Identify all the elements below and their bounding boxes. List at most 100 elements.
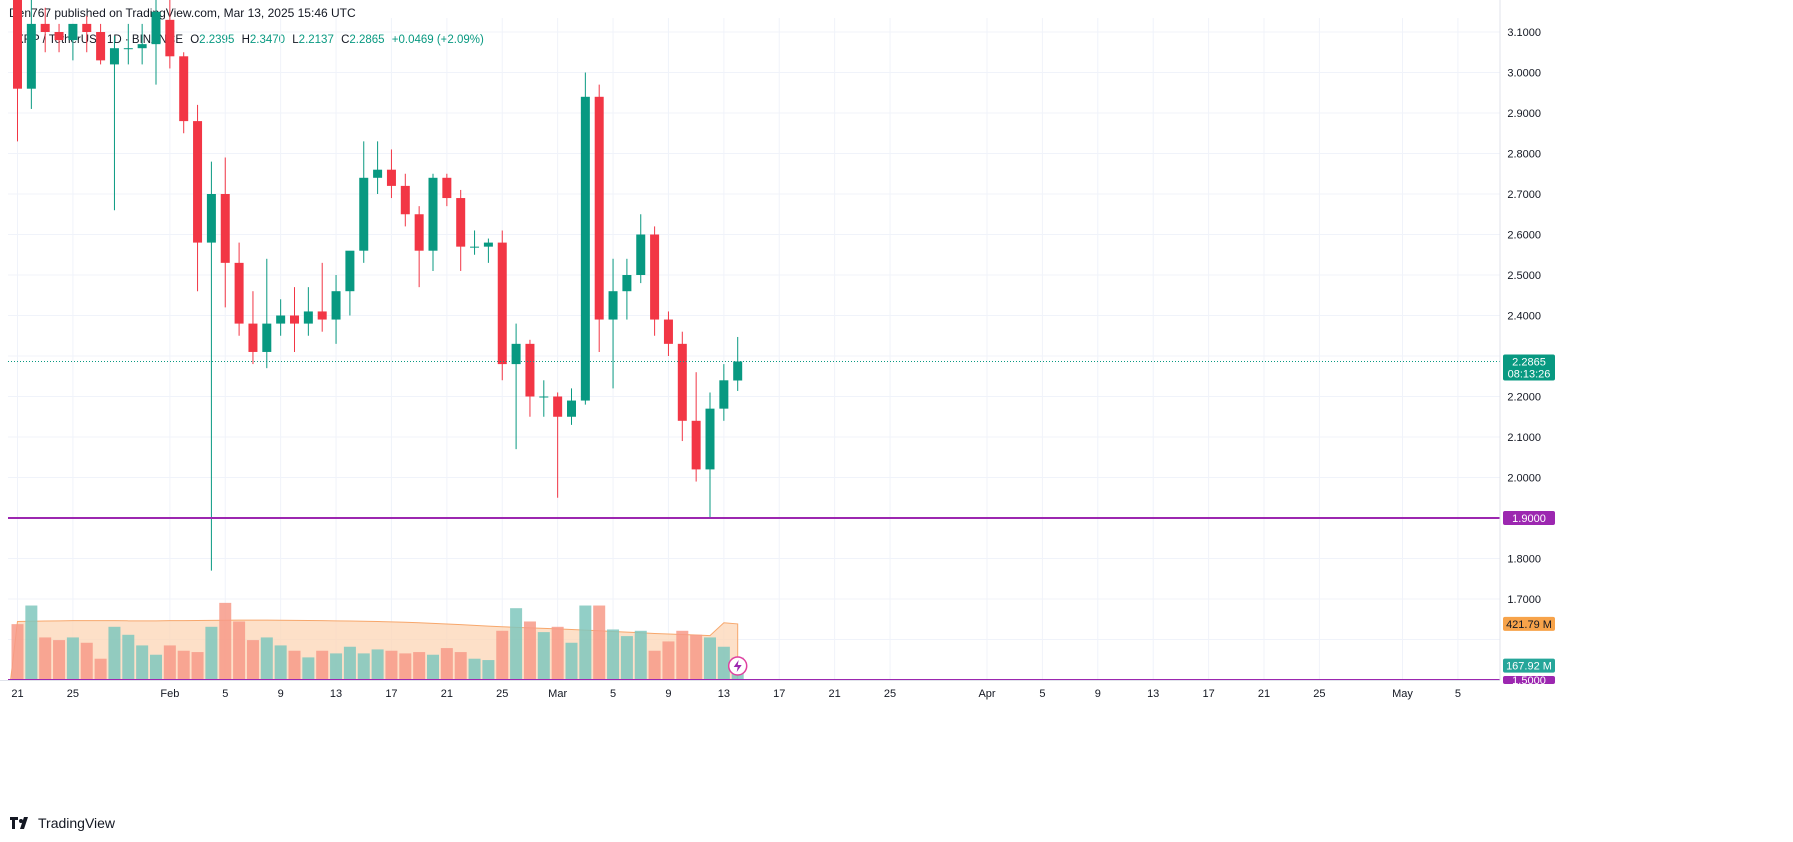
candle-body (414, 214, 424, 251)
candle-body (594, 96, 604, 320)
candle (290, 287, 299, 352)
candle-body (137, 44, 147, 49)
event-icon[interactable] (727, 656, 748, 676)
candle (193, 104, 203, 292)
x-tick-label: 17 (385, 688, 397, 700)
candle (525, 339, 535, 417)
x-tick-label: 21 (829, 688, 841, 700)
candle-body (26, 23, 36, 89)
candle-body (483, 242, 493, 247)
candle-body (359, 177, 369, 251)
volume-bar (108, 626, 121, 680)
support-label-text: 1.9000 (1512, 513, 1546, 525)
x-tick-label: 9 (1095, 688, 1101, 700)
volume-bar (122, 634, 135, 680)
candle (622, 258, 632, 320)
candle (82, 15, 92, 53)
tradingview-logo-icon (10, 817, 28, 829)
candle-body (608, 291, 618, 320)
volume-bar (523, 621, 536, 680)
volume-bar (260, 637, 273, 680)
volume-bar (246, 640, 259, 680)
candle-body (636, 234, 646, 275)
candle-body (123, 48, 133, 50)
volume-bar (11, 624, 24, 680)
volume-bar (496, 630, 509, 680)
candle-body (13, 0, 22, 89)
tradingview-brand[interactable]: TradingView (10, 815, 115, 831)
x-tick-label: 25 (67, 688, 79, 700)
candle (539, 380, 549, 417)
last-price-label-text: 08:13:26 (1508, 368, 1551, 380)
candle-body (456, 198, 466, 247)
volume-pane (10, 602, 744, 681)
candle (414, 206, 424, 288)
candle (303, 287, 313, 336)
candle (691, 372, 701, 482)
candle (109, 36, 119, 211)
candle-body (303, 311, 313, 324)
x-tick-label: 9 (665, 688, 671, 700)
candle (179, 52, 189, 134)
volume-bar (593, 605, 606, 680)
candle (650, 226, 660, 336)
close-label: C (341, 34, 350, 46)
x-tick-label: 21 (11, 688, 23, 700)
volume-bar (288, 650, 301, 680)
x-tick-label: 21 (441, 688, 453, 700)
volume-bar (274, 645, 287, 680)
x-tick-label: May (1392, 688, 1413, 700)
volume-bar (454, 652, 467, 680)
candle (386, 149, 396, 199)
candle-body (40, 23, 50, 32)
volume-bar (39, 637, 52, 680)
support-label: 1.9000 (1503, 511, 1555, 525)
volume-bar (676, 630, 689, 680)
volume-bar (565, 642, 578, 680)
candle-body (525, 343, 535, 397)
bottom-level-label (1503, 676, 1555, 684)
candle (553, 392, 563, 498)
x-tick-label: 5 (1455, 688, 1461, 700)
close-value: 2.2865 (349, 34, 385, 46)
candle (40, 7, 50, 53)
published-header: Den767 published on TradingView.com, Mar… (9, 6, 356, 20)
candle (151, 0, 161, 85)
volume-last-label-box (1503, 658, 1555, 673)
candle (594, 84, 604, 352)
y-tick-label: 3.0000 (1507, 68, 1541, 80)
volume-bar (357, 653, 370, 680)
x-tick-label: 17 (1202, 688, 1214, 700)
volume-bar (371, 649, 384, 680)
candle (345, 250, 355, 316)
candle-body (677, 343, 687, 421)
candle (511, 323, 521, 450)
candle-body (290, 315, 299, 324)
x-tick-label: 13 (1147, 688, 1159, 700)
volume-bar (704, 637, 716, 680)
candle (428, 173, 438, 271)
candle (663, 311, 673, 356)
candle-body (345, 250, 355, 292)
volume-bar (25, 605, 38, 680)
candle (359, 141, 369, 263)
volume-bar (440, 648, 453, 680)
candles (13, 0, 743, 571)
y-tick-label: 2.1000 (1507, 432, 1541, 444)
candle (470, 230, 480, 255)
candle-body (705, 408, 715, 470)
volume-bar (620, 636, 633, 680)
y-tick-label: 2.5000 (1507, 270, 1541, 282)
x-tick-label: 17 (773, 688, 785, 700)
candle-body (109, 48, 119, 65)
candle-body (497, 242, 507, 365)
y-tick-label: 2.4000 (1507, 311, 1541, 323)
open-label: O (190, 34, 200, 46)
candle (705, 392, 715, 518)
axes: 3.1000 3.0000 2.9000 2.8000 2.7000 2.6000 2.50… (0, 0, 1541, 700)
volume-bar (233, 621, 246, 680)
volume-bar (634, 630, 647, 680)
